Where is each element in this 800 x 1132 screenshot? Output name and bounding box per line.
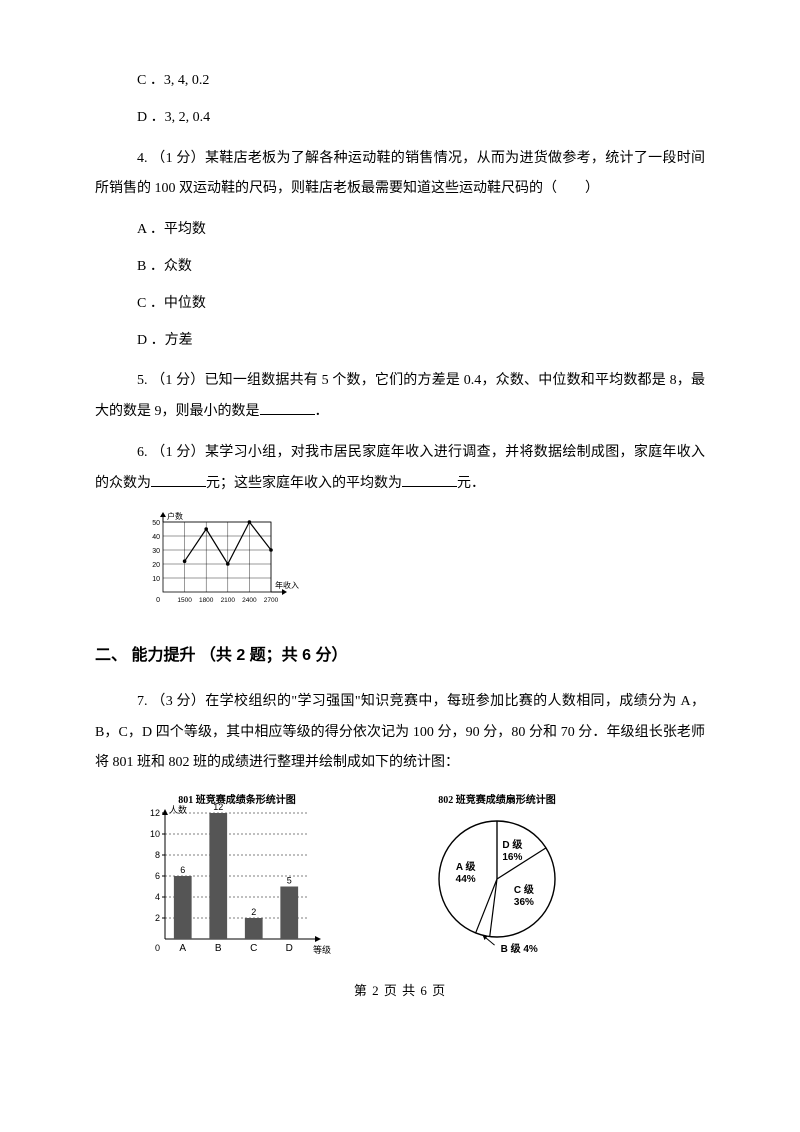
svg-text:0: 0 bbox=[156, 597, 160, 604]
svg-text:12: 12 bbox=[213, 802, 223, 812]
q5-blank[interactable] bbox=[260, 400, 315, 415]
svg-text:2: 2 bbox=[251, 907, 256, 917]
q7-bar-chart: 801 班竞赛成绩条形统计图人数等级 2 4 6 8 10 12 6 A 12 B 2 C 5 D 0 bbox=[137, 791, 337, 961]
q6-blank-1[interactable] bbox=[151, 472, 206, 487]
svg-text:A: A bbox=[179, 943, 186, 954]
q4-stem: 4. （1 分）某鞋店老板为了解各种运动鞋的销售情况，从而为进货做参考，统计了一… bbox=[95, 144, 705, 206]
svg-text:36%: 36% bbox=[514, 897, 534, 908]
q3-option-c: C ．3, 4, 0.2 bbox=[95, 66, 705, 97]
svg-text:C: C bbox=[250, 943, 257, 954]
svg-text:4: 4 bbox=[155, 892, 160, 902]
svg-text:40: 40 bbox=[152, 534, 160, 541]
page-footer: 第 2 页 共 6 页 bbox=[95, 977, 705, 1006]
svg-text:10: 10 bbox=[152, 576, 160, 583]
svg-text:8: 8 bbox=[155, 850, 160, 860]
svg-text:人数: 人数 bbox=[169, 804, 187, 815]
svg-text:C 级: C 级 bbox=[514, 883, 535, 896]
svg-text:等级: 等级 bbox=[313, 944, 331, 955]
q6-stem: 6. （1 分）某学习小组，对我市居民家庭年收入进行调查，并将数据绘制成图，家庭… bbox=[95, 438, 705, 500]
q4-option-b: B ．众数 bbox=[95, 252, 705, 283]
svg-text:B 级 4%: B 级 4% bbox=[501, 942, 538, 955]
svg-text:1500: 1500 bbox=[177, 597, 192, 604]
svg-text:B: B bbox=[215, 943, 222, 954]
q4-option-a: A ．平均数 bbox=[95, 215, 705, 246]
q6-text-3: 元． bbox=[457, 476, 485, 491]
section-2-header: 二、 能力提升 （共 2 题；共 6 分） bbox=[95, 638, 705, 673]
q3-option-d: D ．3, 2, 0.4 bbox=[95, 103, 705, 134]
svg-text:户数: 户数 bbox=[167, 511, 183, 521]
svg-text:5: 5 bbox=[287, 876, 292, 886]
svg-text:12: 12 bbox=[150, 808, 160, 818]
svg-text:16%: 16% bbox=[502, 852, 522, 863]
q5-text-1: 5. （1 分）已知一组数据共有 5 个数，它们的方差是 0.4，众数、中位数和… bbox=[95, 373, 705, 419]
svg-text:A 级: A 级 bbox=[456, 860, 477, 873]
svg-text:10: 10 bbox=[150, 829, 160, 839]
q7-pie-chart: 802 班竞赛成绩扇形统计图 D 级16% C 级36% A 级44% B 级 4% bbox=[387, 791, 607, 961]
svg-text:D 级: D 级 bbox=[502, 838, 523, 851]
svg-text:44%: 44% bbox=[456, 874, 476, 885]
q4-option-c: C ．中位数 bbox=[95, 289, 705, 320]
svg-text:2700: 2700 bbox=[264, 597, 279, 604]
svg-text:D: D bbox=[286, 943, 293, 954]
svg-text:年收入: 年收入 bbox=[275, 580, 299, 590]
q5-text-2: ． bbox=[315, 404, 329, 419]
svg-text:1800: 1800 bbox=[199, 597, 214, 604]
svg-text:30: 30 bbox=[152, 548, 160, 555]
svg-text:802 班竞赛成绩扇形统计图: 802 班竞赛成绩扇形统计图 bbox=[438, 793, 556, 806]
svg-text:50: 50 bbox=[152, 520, 160, 527]
svg-text:2400: 2400 bbox=[242, 597, 257, 604]
svg-text:6: 6 bbox=[155, 871, 160, 881]
svg-text:6: 6 bbox=[180, 865, 185, 875]
svg-text:20: 20 bbox=[152, 562, 160, 569]
q6-line-chart: 10 20 30 40 50 0 1500 1800 2100 2400 2700 户数年收入 bbox=[137, 510, 705, 610]
q6-blank-2[interactable] bbox=[402, 472, 457, 487]
svg-text:0: 0 bbox=[155, 943, 160, 953]
q7-stem: 7. （3 分）在学校组织的"学习强国"知识竞赛中，每班参加比赛的人数相同，成绩… bbox=[95, 687, 705, 779]
svg-text:2: 2 bbox=[155, 913, 160, 923]
svg-text:801 班竞赛成绩条形统计图: 801 班竞赛成绩条形统计图 bbox=[178, 793, 296, 806]
q4-option-d: D ．方差 bbox=[95, 326, 705, 357]
q6-text-2: 元；这些家庭年收入的平均数为 bbox=[206, 476, 402, 491]
q5-stem: 5. （1 分）已知一组数据共有 5 个数，它们的方差是 0.4，众数、中位数和… bbox=[95, 366, 705, 428]
svg-text:2100: 2100 bbox=[221, 597, 236, 604]
